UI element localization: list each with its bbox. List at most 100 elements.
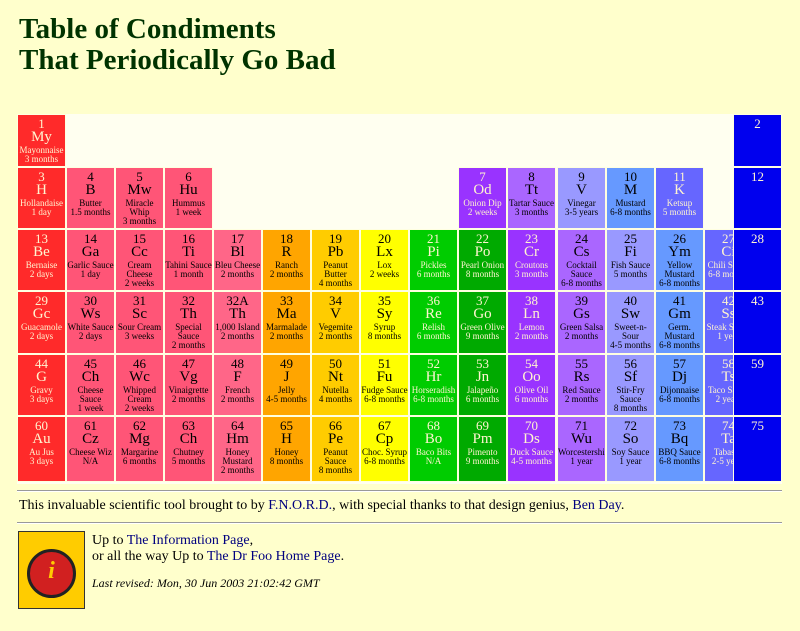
element-name: Pimento xyxy=(467,447,498,457)
element-symbol: Ch xyxy=(81,369,100,385)
element-shelf-life: 4 months xyxy=(318,394,353,404)
element-symbol: Bq xyxy=(670,431,689,447)
element-shelf-life: 1 day xyxy=(80,269,101,279)
element-shelf-life: 6-8 months xyxy=(659,340,700,350)
element-cell: 14 Ga Garlic Sauce 1 day xyxy=(66,229,115,291)
element-symbol: Ym xyxy=(668,244,691,260)
element-cell: 37 Go Green Olive 9 months xyxy=(458,291,507,354)
element-shelf-life: 3 days xyxy=(29,394,54,404)
element-name: Cocktail Sauce xyxy=(566,260,597,279)
element-shelf-life: 2 months xyxy=(318,331,353,341)
element-number: 14 xyxy=(84,231,97,246)
divider-top xyxy=(17,490,782,492)
element-shelf-life: 2 months xyxy=(514,331,549,341)
element-symbol: Be xyxy=(33,244,50,260)
element-name: Syrup xyxy=(373,322,396,332)
element-name: Jelly xyxy=(278,385,295,395)
nav-line-1: Up to The Information Page, xyxy=(92,533,253,549)
element-name: Ranch xyxy=(275,260,298,270)
nav-text-2: , xyxy=(249,533,254,548)
element-number: 69 xyxy=(476,418,489,433)
element-shelf-life: 2 weeks xyxy=(369,269,400,279)
element-number: 38 xyxy=(525,293,538,308)
element-name: Gravy xyxy=(30,385,53,395)
element-name: Honey Mustard xyxy=(222,447,253,466)
element-number: 52 xyxy=(427,356,440,371)
element-symbol: Ss xyxy=(721,306,736,322)
element-cell: 24 Cs Cocktail Sauce 6-8 months xyxy=(557,229,606,291)
element-shelf-life: 6 months xyxy=(416,331,451,341)
element-cell: 15 Cc Cream Cheese 2 weeks xyxy=(115,229,164,291)
element-symbol: Th xyxy=(229,306,246,322)
element-cell: 2 xyxy=(733,114,782,167)
element-cell: 54 Oo Olive Oil 6 months xyxy=(507,354,556,416)
element-name: Bleu Cheese xyxy=(214,260,261,270)
element-symbol: Cc xyxy=(131,244,148,260)
ben-day-link[interactable]: Ben Day xyxy=(572,498,621,513)
element-number: 21 xyxy=(427,231,440,246)
element-shelf-life: 6-8 months xyxy=(561,278,602,288)
element-name: Hummus xyxy=(171,198,205,208)
element-cell: 19 Pb Peanut Butter 4 months xyxy=(311,229,360,291)
element-symbol: Sy xyxy=(376,306,393,322)
element-shelf-life: 8 months xyxy=(465,269,500,279)
element-cell: 69 Pm Pimento 9 months xyxy=(458,416,507,482)
element-number: 47 xyxy=(182,356,195,371)
element-number: 29 xyxy=(35,293,48,308)
element-cell: 3 H Hollandaise 1 day xyxy=(17,167,66,229)
element-shelf-life: 2 days xyxy=(29,331,54,341)
element-number: 5 xyxy=(136,169,143,184)
element-symbol: Gm xyxy=(668,306,691,322)
element-name: Duck Sauce xyxy=(509,447,554,457)
element-cell: 57 Dj Dijonnaise 6-8 months xyxy=(655,354,704,416)
element-name: Green Olive xyxy=(460,322,505,332)
element-number: 12 xyxy=(751,169,764,184)
element-shelf-life: 1 year xyxy=(619,456,642,466)
element-symbol: Lx xyxy=(376,244,393,260)
element-name: Tahini Sauce xyxy=(165,260,212,270)
element-shelf-life: 8 months xyxy=(613,403,648,413)
info-icon[interactable]: i xyxy=(18,531,85,609)
element-number: 26 xyxy=(673,231,686,246)
element-symbol: Ma xyxy=(276,306,297,322)
home-page-link[interactable]: The Dr Foo Home Page xyxy=(206,549,341,564)
element-shelf-life: 6-8 months xyxy=(364,394,405,404)
element-cell: 34 V Vegemite 2 months xyxy=(311,291,360,354)
element-symbol: Hr xyxy=(425,369,442,385)
element-shelf-life: 3 weeks xyxy=(124,331,155,341)
element-symbol: Go xyxy=(473,306,492,322)
element-name: 1,000 Island xyxy=(215,322,260,332)
element-number: 45 xyxy=(84,356,97,371)
element-symbol: So xyxy=(622,431,639,447)
element-symbol: Th xyxy=(180,306,197,322)
element-number: 50 xyxy=(329,356,342,371)
element-cell: 4 B Butter 1.5 months xyxy=(66,167,115,229)
fnord-link[interactable]: F.N.O.R.D. xyxy=(268,498,333,513)
element-name: Miracle Whip xyxy=(125,198,154,217)
element-shelf-life: 6 months xyxy=(416,269,451,279)
page-title: Table of Condiments That Periodically Go … xyxy=(19,14,336,76)
element-name: Baco Bits xyxy=(415,447,452,457)
element-number: 22 xyxy=(476,231,489,246)
element-symbol: Ds xyxy=(523,431,540,447)
element-name: Choc. Syrup xyxy=(362,447,407,457)
information-page-link[interactable]: The Information Page xyxy=(126,533,250,548)
element-cell: 68 Bo Baco Bits N/A xyxy=(409,416,458,482)
element-name: Tartar Sauce xyxy=(508,198,555,208)
element-shelf-life: 2 months xyxy=(220,465,255,475)
element-symbol: Mg xyxy=(129,431,150,447)
element-name: Vegemite xyxy=(318,322,353,332)
element-number: 19 xyxy=(329,231,342,246)
element-cell: 10 M Mustard 6-8 months xyxy=(606,167,655,229)
element-number: 34 xyxy=(329,293,342,308)
element-name: Bernaise xyxy=(25,260,58,270)
title-line-2: That Periodically Go Bad xyxy=(19,44,336,76)
element-number: 24 xyxy=(575,231,588,246)
element-symbol: Ti xyxy=(182,244,195,260)
element-cell: 50 Nt Nutella 4 months xyxy=(311,354,360,416)
element-cell: 71WuWorcestershire1 year xyxy=(557,416,606,482)
element-number: 7 xyxy=(479,169,486,184)
element-number: 3 xyxy=(38,169,45,184)
element-cell: 26 Ym Yellow Mustard 6-8 months xyxy=(655,229,704,291)
element-number: 53 xyxy=(476,356,489,371)
